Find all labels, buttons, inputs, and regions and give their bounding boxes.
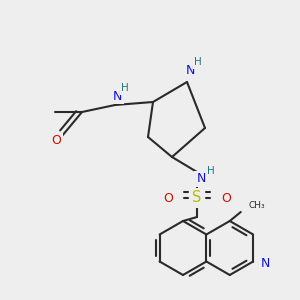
Text: N: N (112, 89, 122, 103)
Text: CH₃: CH₃ (249, 202, 266, 211)
Text: H: H (207, 166, 215, 176)
Text: O: O (51, 134, 61, 146)
Text: H: H (194, 57, 202, 67)
Text: O: O (163, 191, 173, 205)
Text: N: N (260, 257, 270, 270)
Text: N: N (196, 172, 206, 185)
Text: O: O (221, 191, 231, 205)
Text: S: S (192, 190, 202, 206)
Text: H: H (121, 83, 129, 93)
Text: N: N (185, 64, 195, 77)
